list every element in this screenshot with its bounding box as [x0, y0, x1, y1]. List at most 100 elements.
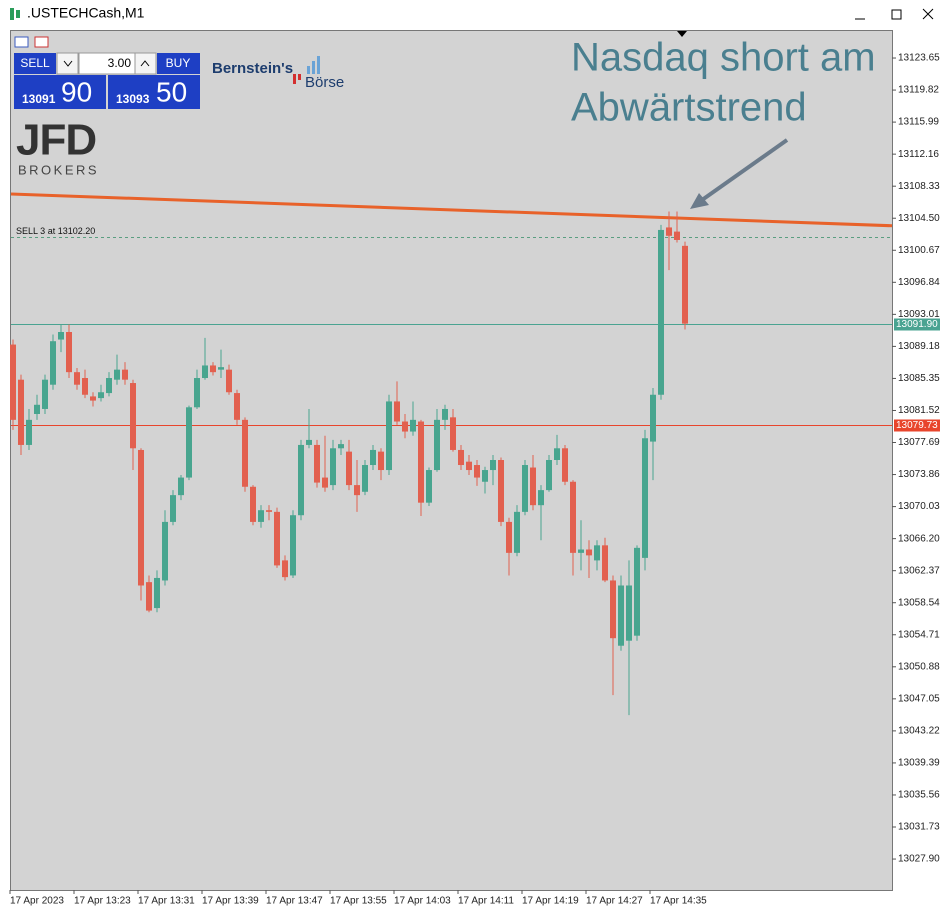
candle-body: [154, 577, 160, 609]
candle-body: [490, 460, 496, 471]
candle-body: [42, 379, 48, 409]
y-tick-label: 13035.56: [898, 790, 940, 801]
candle-body: [258, 510, 264, 522]
candle-body: [610, 580, 616, 639]
x-tick-label: 17 Apr 13:31: [138, 896, 195, 907]
y-tick-label: 13115.99: [898, 117, 939, 128]
dropdown-arrow: [63, 60, 73, 67]
price-label: 13091.90: [896, 319, 938, 330]
y-tick-label: 13089.18: [898, 341, 940, 352]
candle-body: [602, 545, 608, 581]
close-button[interactable]: [922, 8, 934, 20]
x-tick-label: 17 Apr 14:11: [458, 896, 514, 907]
bernstein-logo: Bernstein's: [212, 60, 293, 77]
y-tick-label: 13081.52: [898, 405, 940, 416]
candle-body: [114, 369, 120, 380]
volume-value: 3.00: [108, 56, 132, 70]
candle-body: [498, 460, 504, 522]
annotation-arrow: [690, 138, 789, 209]
buy-label: BUY: [166, 56, 191, 70]
y-tick-label: 13077.69: [898, 437, 940, 448]
candle-body: [346, 451, 352, 486]
candle-body: [282, 560, 288, 578]
bid-big: 13091: [22, 92, 56, 106]
candle-body: [66, 332, 72, 373]
candle-body: [370, 449, 376, 466]
candle-body: [274, 511, 280, 566]
sell-button[interactable]: [14, 53, 56, 74]
trendline: [10, 192, 893, 228]
candle-body: [354, 485, 360, 496]
candle-body: [562, 448, 568, 482]
candle-body: [82, 378, 88, 395]
y-tick-label: 13043.22: [898, 726, 940, 737]
candle-body: [538, 490, 544, 506]
y-tick-label: 13096.84: [898, 277, 940, 288]
candle-body: [10, 344, 16, 420]
candle-body: [58, 332, 64, 340]
volume-dropdown[interactable]: [56, 52, 79, 75]
bid-small: 90: [61, 76, 92, 107]
candle-body: [522, 465, 528, 512]
ask-small: 50: [156, 76, 187, 107]
volume-up[interactable]: [134, 52, 157, 75]
candle-body: [218, 367, 224, 370]
candle-body: [210, 365, 216, 373]
candle-body: [234, 393, 240, 420]
candle-body: [266, 510, 272, 512]
candle-body: [226, 369, 232, 393]
y-tick-label: 13100.67: [898, 245, 940, 256]
candle-body: [362, 465, 368, 492]
candle-body: [338, 444, 344, 449]
candle-body: [138, 449, 144, 586]
candle-body: [682, 245, 688, 324]
y-tick-label: 13058.54: [898, 597, 940, 608]
ask-box[interactable]: [108, 75, 200, 109]
candle-body: [122, 369, 128, 380]
candle-body: [442, 408, 448, 420]
y-tick-label: 13119.82: [898, 85, 939, 96]
candle-body: [170, 495, 176, 522]
candle-body: [458, 449, 464, 466]
candle-body: [330, 448, 336, 486]
candle-body: [426, 470, 432, 503]
jfd-sub: BROKERS: [18, 162, 99, 177]
y-tick-label: 13085.35: [898, 373, 940, 384]
candle-body: [90, 396, 96, 401]
buy-button[interactable]: [157, 53, 200, 74]
candle-body: [530, 467, 536, 506]
candle-body: [314, 444, 320, 483]
bid-box[interactable]: [14, 75, 106, 109]
candle-body: [402, 421, 408, 432]
candle-body: [202, 365, 208, 379]
candle-body: [642, 438, 648, 558]
candle-body: [34, 404, 40, 414]
annotation-line: Abwärtstrend: [571, 86, 807, 130]
candle-body: [18, 379, 24, 445]
candle-body: [450, 417, 456, 450]
candle-body: [378, 451, 384, 471]
candle-body: [418, 421, 424, 503]
candle-body: [394, 401, 400, 422]
candle-body: [26, 419, 32, 445]
y-tick-label: 13073.86: [898, 469, 940, 480]
price-label: 13079.73: [896, 420, 938, 431]
y-tick-label: 13050.88: [898, 661, 940, 672]
candle-body: [162, 521, 168, 581]
candle-body: [250, 486, 256, 522]
maximize-button[interactable]: [891, 9, 902, 20]
up-arrow: [140, 60, 150, 67]
annotation-line: Nasdaq short am: [571, 36, 876, 80]
price-label-box: [894, 419, 940, 432]
y-tick-label: 13031.73: [898, 822, 940, 833]
candle-body: [322, 477, 328, 488]
y-tick-label: 13093.01: [898, 309, 940, 320]
toolbar-icons[interactable]: [14, 36, 49, 48]
y-tick-label: 13070.03: [898, 501, 940, 512]
order-label: SELL 3 at 13102.20: [16, 226, 95, 236]
y-tick-label: 13054.71: [898, 629, 940, 640]
candle-body: [194, 378, 200, 408]
y-tick-label: 13027.90: [898, 854, 940, 865]
y-tick-label: 13047.05: [898, 693, 940, 704]
